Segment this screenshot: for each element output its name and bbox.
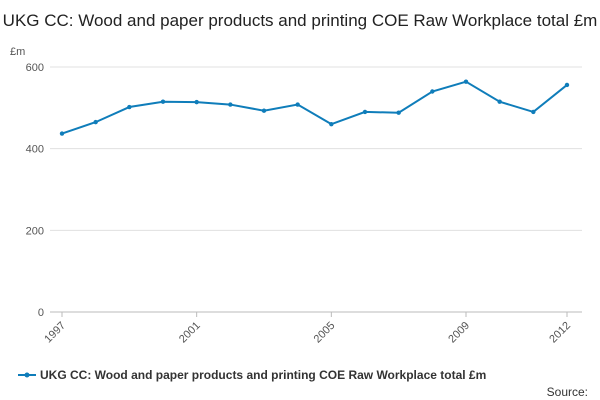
x-tick-label: 2005: [312, 320, 338, 346]
data-point: [59, 131, 65, 136]
y-tick-label: 600: [26, 62, 44, 74]
data-point: [564, 82, 570, 88]
data-point: [329, 121, 334, 127]
legend-label: UKG CC: Wood and paper products and prin…: [40, 368, 486, 382]
legend-marker: [24, 372, 30, 378]
data-point: [396, 110, 401, 115]
data-point: [194, 99, 199, 105]
data-point: [463, 79, 469, 84]
data-point: [497, 99, 502, 104]
x-tick-label: 1997: [42, 320, 68, 346]
series-line: [61, 80, 568, 135]
data-point: [531, 109, 536, 115]
data-point: [261, 108, 267, 113]
x-tick-label: 2009: [446, 320, 472, 346]
data-point: [160, 99, 166, 104]
source: Source:: [547, 385, 588, 399]
data-point: [93, 119, 98, 125]
data-point: [295, 102, 300, 107]
data-point: [127, 104, 132, 110]
y-tick-label: 0: [38, 307, 44, 319]
y-tick-label: 400: [26, 144, 44, 156]
x-tick-label: 2001: [177, 320, 203, 346]
data-point: [362, 109, 368, 115]
chart-title: UKG CC: Wood and paper products and prin…: [3, 11, 598, 30]
y-axis-label: £m: [10, 46, 25, 58]
y-tick-label: 200: [26, 225, 44, 237]
data-point: [430, 89, 435, 94]
data-point: [228, 102, 233, 107]
x-tick-label: 2012: [547, 320, 573, 346]
